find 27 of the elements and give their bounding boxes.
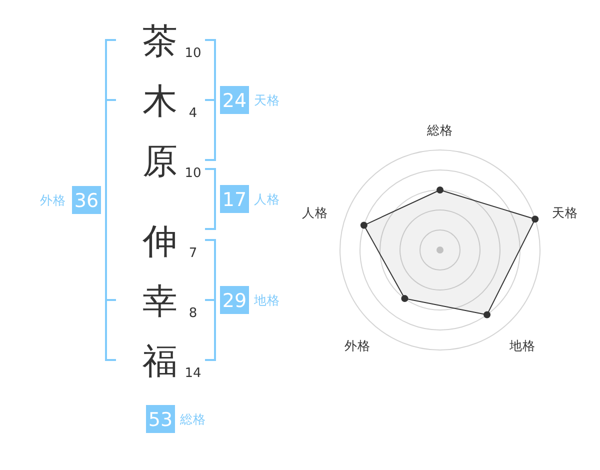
spoke-label: 人格: [302, 205, 328, 220]
spoke-label: 外格: [344, 338, 371, 353]
text: 29: [222, 290, 247, 312]
data-label: 10: [184, 46, 202, 61]
text: 人格: [254, 192, 280, 206]
text: 17: [222, 189, 247, 211]
text: 53: [148, 409, 173, 431]
category-label: 福: [142, 342, 178, 382]
text: 地格: [253, 292, 280, 308]
category-label: 幸: [142, 282, 178, 322]
data-label: 7: [188, 246, 198, 261]
category-label: 伸: [142, 222, 178, 262]
spoke-label: 地格: [508, 338, 536, 353]
category-label: 茶: [142, 22, 178, 62]
text: 外格: [40, 192, 66, 208]
spoke-label: 天格: [552, 205, 578, 220]
data-label: 10: [184, 166, 202, 181]
category-label: 木: [142, 82, 178, 122]
data-label: 14: [184, 366, 202, 381]
text: 天格: [254, 92, 280, 108]
text: 24: [222, 90, 247, 112]
text: 36: [74, 190, 99, 212]
data-label: 4: [188, 106, 198, 121]
data-label: 8: [188, 306, 198, 321]
category-label: 原: [142, 142, 178, 182]
text: 総格: [179, 412, 206, 426]
spoke-label: 総格: [426, 122, 453, 138]
